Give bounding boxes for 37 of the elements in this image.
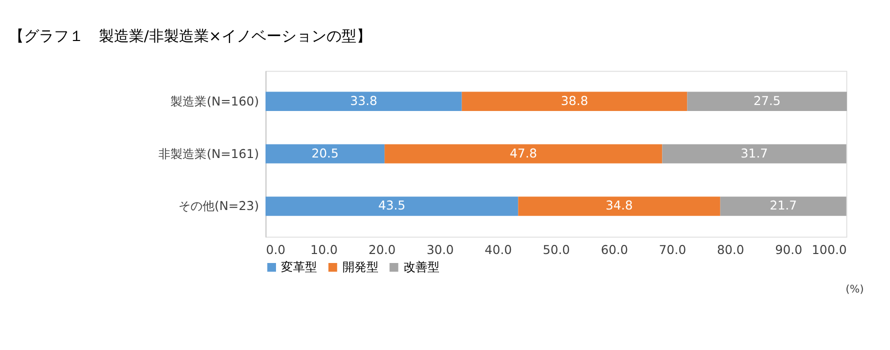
data-label: 47.8: [510, 146, 538, 160]
bar: [720, 196, 846, 216]
data-label: 20.5: [311, 146, 339, 160]
x-tick-label: 20.0: [368, 242, 396, 257]
x-tick-label: 90.0: [775, 242, 802, 257]
x-tick-label: 80.0: [716, 242, 744, 257]
bar: [266, 92, 462, 112]
data-label: 31.7: [740, 146, 768, 160]
bar: [462, 92, 688, 112]
y-tick-label: その他(N=23): [178, 199, 259, 214]
x-tick-label: 70.0: [658, 242, 686, 257]
bar: [518, 196, 720, 216]
y-tick-label: 非製造業(N=161): [158, 146, 259, 161]
data-label: 33.8: [350, 94, 378, 108]
x-tick-label: 60.0: [600, 242, 628, 257]
x-tick-label: 40.0: [484, 242, 512, 257]
legend-label: 変革型: [281, 260, 318, 274]
data-label: 21.7: [770, 198, 797, 213]
text: (%): [846, 284, 864, 296]
x-tick-label: 0.0: [266, 242, 286, 257]
legend-label: 改善型: [404, 260, 440, 274]
data-label: 27.5: [753, 94, 781, 108]
data-label: 43.5: [378, 198, 406, 213]
x-tick-label: 50.0: [542, 242, 570, 257]
x-tick-label: 10.0: [310, 242, 338, 257]
data-label: 38.8: [560, 94, 588, 108]
bar: [687, 92, 847, 112]
x-tick-label: 30.0: [426, 242, 454, 257]
bar: [266, 196, 518, 216]
bar: [384, 144, 662, 164]
data-label: 34.8: [606, 198, 633, 213]
legend-label: 開発型: [342, 260, 378, 274]
chart-title: 【グラフ１ 製造業/非製造業×イノベーションの型】: [8, 28, 372, 46]
y-tick-label: 製造業(N=160): [170, 94, 259, 108]
bar: [662, 144, 846, 164]
x-tick-label: 100.0: [812, 242, 847, 257]
bar: [266, 144, 385, 164]
